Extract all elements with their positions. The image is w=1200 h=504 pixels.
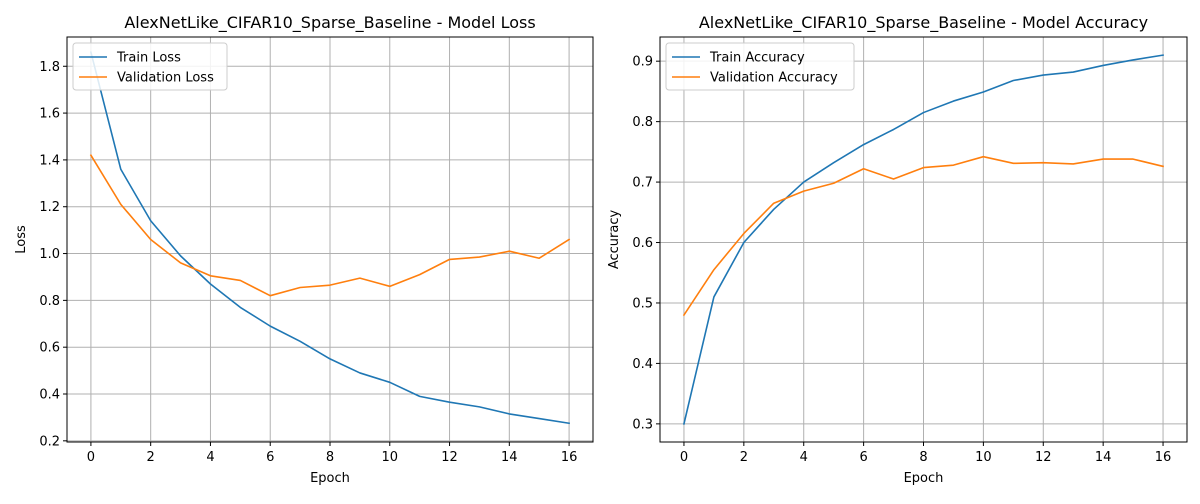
y-axis-label: Loss — [14, 225, 29, 254]
y-tick-label: 0.5 — [632, 296, 653, 311]
x-tick-label: 16 — [1155, 450, 1172, 465]
x-tick-label: 6 — [859, 450, 867, 465]
y-tick-label: 1.8 — [39, 60, 60, 75]
x-tick-label: 2 — [740, 450, 748, 465]
chart-title: AlexNetLike_CIFAR10_Sparse_Baseline - Mo… — [699, 13, 1148, 33]
legend-label: Validation Loss — [117, 71, 214, 86]
legend: Train Accuracy Validation Accuracy — [665, 42, 855, 91]
y-tick-label: 0.6 — [39, 341, 60, 356]
y-axis-label: Accuracy — [607, 210, 622, 270]
y-tick-label: 0.8 — [39, 294, 60, 309]
y-tick-label: 1.4 — [39, 153, 60, 168]
y-tick-label: 0.9 — [632, 55, 653, 70]
x-tick-label: 0 — [87, 450, 95, 465]
series-line-validation-loss — [89, 154, 571, 297]
x-tick-label: 14 — [501, 450, 518, 465]
chart-panel-loss: 0 2 4 6 8 10 12 14 16 0.2 0.4 0.6 0.8 1.0 1.2 1.4 1.6 1.8… — [14, 13, 594, 486]
x-tick-label: 16 — [561, 450, 578, 465]
y-tick-label: 0.8 — [632, 115, 653, 130]
legend-label: Validation Accuracy — [710, 71, 838, 86]
legend-label: Train Loss — [116, 51, 181, 66]
y-tick-label: 0.4 — [39, 388, 60, 403]
y-tick-label: 0.6 — [632, 236, 653, 251]
x-tick-label: 12 — [441, 450, 458, 465]
y-tick-label: 1.6 — [39, 107, 60, 122]
chart-panel-accuracy: 0 2 4 6 8 10 12 14 16 0.3 0.4 0.5 0.6 0.7 0.8 0.9 AlexNe… — [607, 13, 1188, 486]
x-tick-label: 10 — [381, 450, 398, 465]
x-tick-label: 8 — [919, 450, 927, 465]
x-axis-label: Epoch — [310, 471, 350, 486]
x-axis-label: Epoch — [904, 471, 944, 486]
series-line-train-loss — [89, 51, 571, 425]
y-tick-label: 0.3 — [632, 417, 653, 432]
x-tick-label: 0 — [680, 450, 688, 465]
legend-box — [665, 42, 855, 91]
x-tick-label: 12 — [1035, 450, 1052, 465]
x-tick-label: 4 — [800, 450, 808, 465]
y-tick-label: 1.2 — [39, 200, 60, 215]
series-line-train-accuracy — [682, 54, 1164, 425]
x-tick-label: 8 — [326, 450, 334, 465]
x-tick-label: 4 — [206, 450, 214, 465]
x-tick-label: 14 — [1095, 450, 1112, 465]
x-tick-label: 2 — [147, 450, 155, 465]
y-tick-label: 0.2 — [39, 434, 60, 449]
legend: Train Loss Validation Loss — [72, 42, 228, 91]
series-line-validation-accuracy — [682, 155, 1165, 317]
plot-frame — [659, 36, 1188, 443]
chart-title: AlexNetLike_CIFAR10_Sparse_Baseline - Mo… — [124, 13, 535, 33]
x-tick-label: 10 — [975, 450, 992, 465]
y-tick-label: 1.0 — [39, 247, 60, 262]
y-tick-label: 0.7 — [632, 176, 653, 191]
legend-label: Train Accuracy — [709, 51, 805, 66]
y-tick-label: 0.4 — [632, 357, 653, 372]
legend-box — [72, 42, 228, 91]
x-tick-label: 6 — [266, 450, 274, 465]
plot-frame — [66, 36, 594, 443]
